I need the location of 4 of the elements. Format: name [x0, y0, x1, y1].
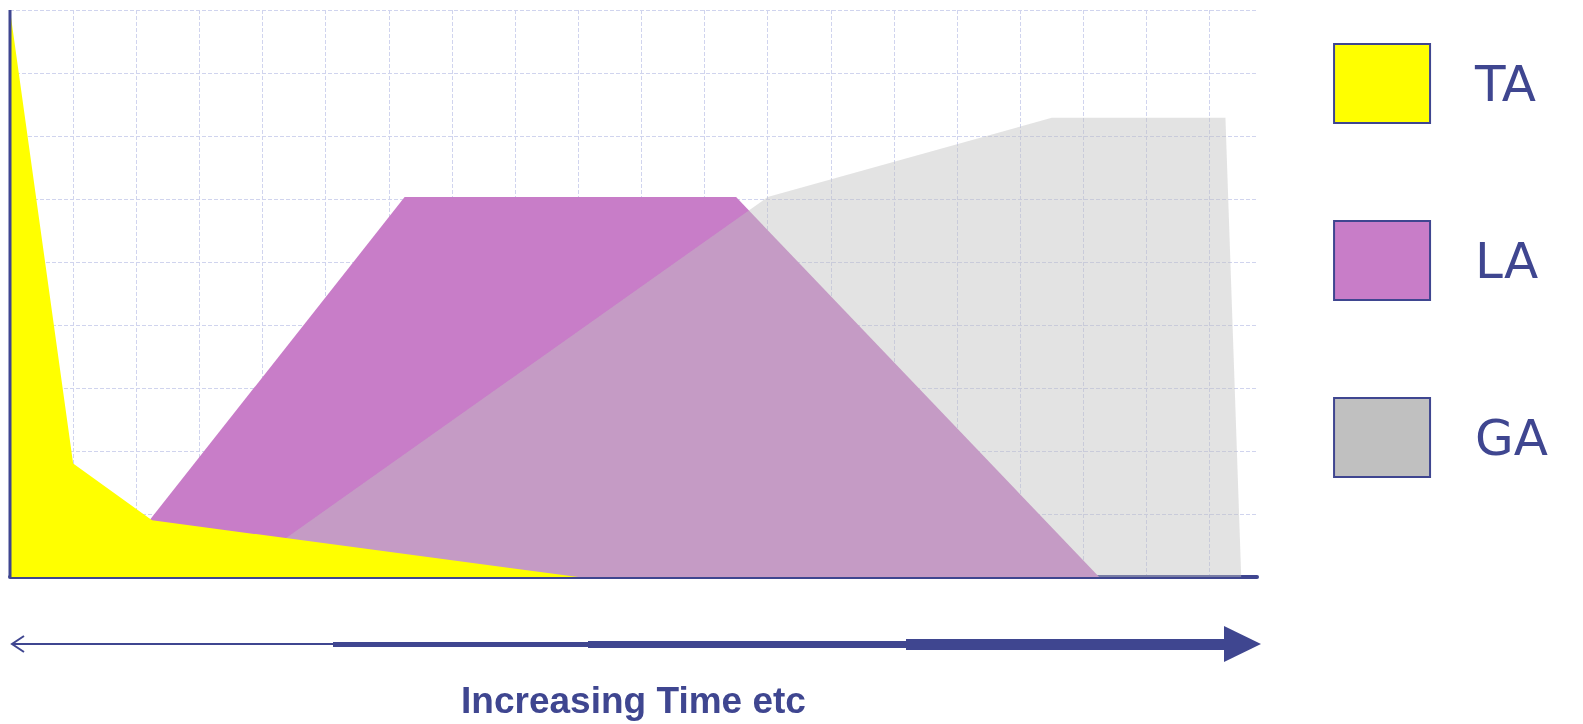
legend-label: GA [1475, 408, 1548, 467]
legend-label: LA [1475, 231, 1539, 290]
legend-label: TA [1474, 54, 1536, 113]
x-axis-title: Increasing Time etc [461, 680, 806, 721]
